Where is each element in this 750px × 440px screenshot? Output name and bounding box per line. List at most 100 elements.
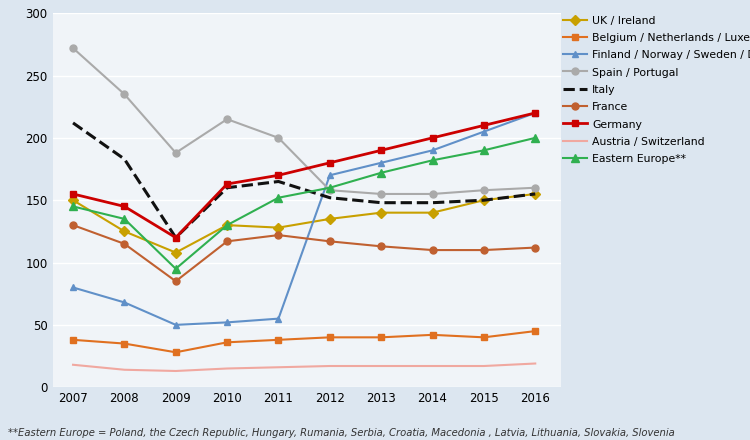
Spain / Portugal	[376, 191, 386, 197]
France	[376, 244, 386, 249]
France	[479, 247, 488, 253]
Germany	[428, 135, 437, 140]
France	[326, 238, 334, 244]
Belgium / Netherlands / Luxembourg	[223, 340, 232, 345]
Italy	[120, 156, 129, 161]
UK / Ireland	[223, 223, 232, 228]
Austria / Switzerland	[223, 366, 232, 371]
France	[531, 245, 540, 250]
Belgium / Netherlands / Luxembourg	[120, 341, 129, 346]
Line: Belgium / Netherlands / Luxembourg: Belgium / Netherlands / Luxembourg	[70, 328, 538, 356]
UK / Ireland	[531, 191, 540, 197]
Finland / Norway / Sweden / Denmark	[531, 110, 540, 116]
UK / Ireland	[376, 210, 386, 215]
Legend: UK / Ireland, Belgium / Netherlands / Luxembourg, Finland / Norway / Sweden / De: UK / Ireland, Belgium / Netherlands / Lu…	[561, 13, 750, 166]
Italy	[326, 195, 334, 200]
Eastern Europe**	[531, 135, 540, 140]
Line: Finland / Norway / Sweden / Denmark: Finland / Norway / Sweden / Denmark	[70, 110, 538, 328]
UK / Ireland	[428, 210, 437, 215]
Italy	[376, 200, 386, 205]
Italy	[223, 185, 232, 191]
UK / Ireland	[171, 250, 180, 255]
Eastern Europe**	[68, 204, 77, 209]
Italy	[171, 235, 180, 240]
Text: **Eastern Europe = Poland, the Czech Republic, Hungary, Rumania, Serbia, Croatia: **Eastern Europe = Poland, the Czech Rep…	[8, 428, 674, 438]
Austria / Switzerland	[531, 361, 540, 366]
France	[120, 241, 129, 246]
France	[171, 279, 180, 284]
Line: Spain / Portugal: Spain / Portugal	[70, 44, 538, 198]
Germany	[120, 204, 129, 209]
Eastern Europe**	[428, 158, 437, 163]
UK / Ireland	[479, 198, 488, 203]
Spain / Portugal	[428, 191, 437, 197]
Finland / Norway / Sweden / Denmark	[376, 160, 386, 165]
Eastern Europe**	[223, 223, 232, 228]
Germany	[68, 191, 77, 197]
UK / Ireland	[68, 198, 77, 203]
Belgium / Netherlands / Luxembourg	[479, 335, 488, 340]
Spain / Portugal	[274, 135, 283, 140]
Belgium / Netherlands / Luxembourg	[428, 332, 437, 337]
Finland / Norway / Sweden / Denmark	[223, 320, 232, 325]
Line: UK / Ireland: UK / Ireland	[70, 191, 538, 256]
Finland / Norway / Sweden / Denmark	[428, 148, 437, 153]
Italy	[274, 179, 283, 184]
Line: France: France	[70, 222, 538, 285]
Spain / Portugal	[120, 92, 129, 97]
Austria / Switzerland	[274, 365, 283, 370]
France	[223, 238, 232, 244]
Eastern Europe**	[479, 148, 488, 153]
Line: Italy: Italy	[73, 123, 536, 238]
Belgium / Netherlands / Luxembourg	[376, 335, 386, 340]
Belgium / Netherlands / Luxembourg	[274, 337, 283, 342]
Austria / Switzerland	[171, 368, 180, 374]
Eastern Europe**	[376, 170, 386, 176]
Belgium / Netherlands / Luxembourg	[171, 350, 180, 355]
Italy	[531, 191, 540, 197]
Austria / Switzerland	[428, 363, 437, 369]
Spain / Portugal	[171, 150, 180, 155]
UK / Ireland	[274, 225, 283, 230]
UK / Ireland	[326, 216, 334, 221]
Spain / Portugal	[479, 187, 488, 193]
Belgium / Netherlands / Luxembourg	[326, 335, 334, 340]
Spain / Portugal	[223, 117, 232, 122]
Eastern Europe**	[274, 195, 283, 200]
Italy	[479, 198, 488, 203]
Austria / Switzerland	[68, 362, 77, 367]
Eastern Europe**	[326, 185, 334, 191]
Spain / Portugal	[531, 185, 540, 191]
Finland / Norway / Sweden / Denmark	[120, 300, 129, 305]
Line: Germany: Germany	[70, 110, 538, 241]
Austria / Switzerland	[376, 363, 386, 369]
Germany	[171, 235, 180, 240]
Germany	[531, 110, 540, 116]
Italy	[68, 120, 77, 125]
Germany	[376, 148, 386, 153]
Eastern Europe**	[171, 266, 180, 271]
Germany	[326, 160, 334, 165]
Spain / Portugal	[68, 45, 77, 51]
Belgium / Netherlands / Luxembourg	[531, 328, 540, 334]
Line: Eastern Europe**: Eastern Europe**	[69, 134, 539, 273]
Finland / Norway / Sweden / Denmark	[171, 322, 180, 327]
Finland / Norway / Sweden / Denmark	[274, 316, 283, 321]
UK / Ireland	[120, 229, 129, 234]
Belgium / Netherlands / Luxembourg	[68, 337, 77, 342]
Germany	[274, 172, 283, 178]
Italy	[428, 200, 437, 205]
Austria / Switzerland	[479, 363, 488, 369]
France	[274, 232, 283, 238]
Austria / Switzerland	[326, 363, 334, 369]
Line: Austria / Switzerland: Austria / Switzerland	[73, 363, 536, 371]
Finland / Norway / Sweden / Denmark	[479, 129, 488, 134]
Austria / Switzerland	[120, 367, 129, 372]
France	[428, 247, 437, 253]
Spain / Portugal	[326, 187, 334, 193]
Finland / Norway / Sweden / Denmark	[68, 285, 77, 290]
France	[68, 223, 77, 228]
Germany	[479, 123, 488, 128]
Eastern Europe**	[120, 216, 129, 221]
Germany	[223, 181, 232, 187]
